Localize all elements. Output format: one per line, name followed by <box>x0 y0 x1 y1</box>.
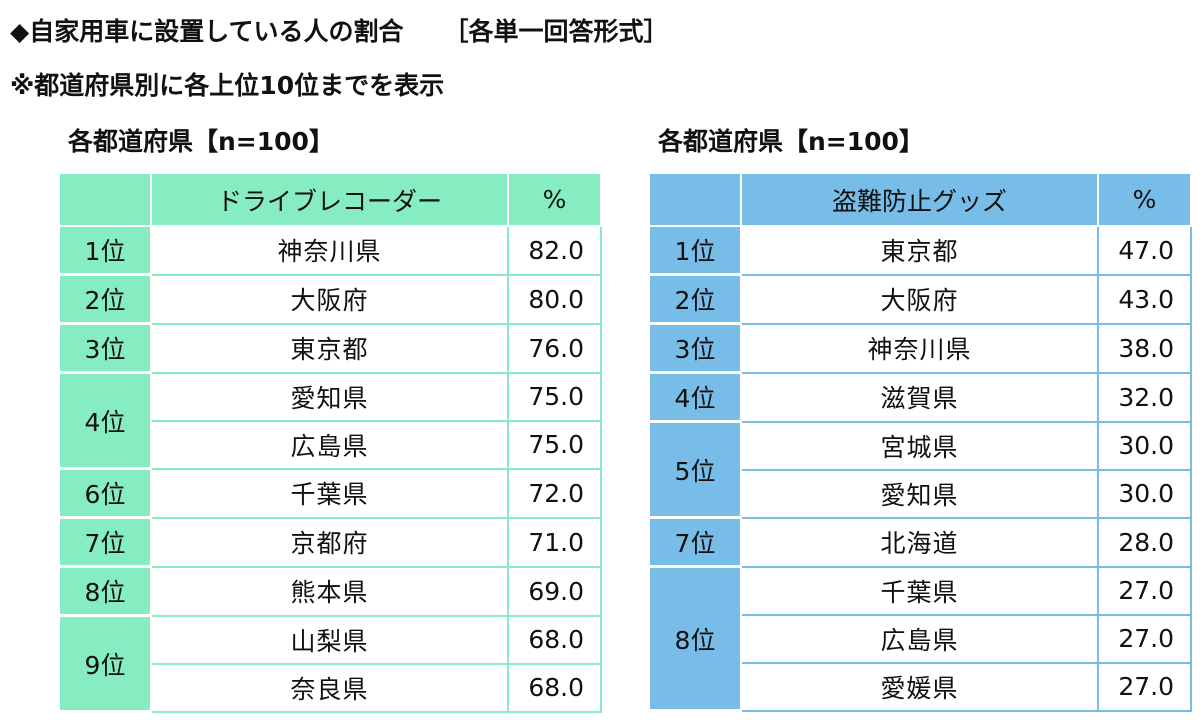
prefecture-cell: 広島県 <box>150 419 509 470</box>
table-row: 愛媛県 27.0 <box>649 661 1192 712</box>
percent-cell: 80.0 <box>507 273 602 325</box>
prefecture-cell: 山梨県 <box>150 614 509 665</box>
prefecture-cell: 愛媛県 <box>740 661 1099 712</box>
rank-cell: 3位 <box>648 322 742 374</box>
prefecture-cell: 広島県 <box>740 613 1099 664</box>
rank-cell: 2位 <box>58 273 152 325</box>
table-header-row: 盗難防止グッズ % <box>648 172 1192 227</box>
percent-cell: 43.0 <box>1097 273 1192 325</box>
table-row: 2位 大阪府 43.0 <box>648 273 1192 325</box>
percent-cell: 27.0 <box>1097 613 1192 664</box>
table-row: 9位 山梨県 68.0 <box>58 614 602 713</box>
rank-cell: 2位 <box>648 273 742 325</box>
rank-header <box>58 172 152 227</box>
table-row: 1位 神奈川県 82.0 <box>58 225 602 276</box>
rank-cell: 1位 <box>648 225 742 276</box>
rank-cell: 7位 <box>648 516 742 568</box>
rank-cell: 8位 <box>648 565 742 712</box>
percent-cell: 68.0 <box>507 662 602 713</box>
table-row: 奈良県 68.0 <box>59 662 602 713</box>
title-text: ◆自家用車に設置している人の割合 <box>10 17 404 46</box>
percent-cell: 38.0 <box>1097 322 1192 374</box>
prefecture-cell: 京都府 <box>150 516 509 568</box>
prefecture-cell: 東京都 <box>740 225 1099 276</box>
rank-cell: 1位 <box>58 225 152 276</box>
rank-cell: 9位 <box>58 614 152 713</box>
table-row: 4位 愛知県 75.0 <box>58 371 602 470</box>
prefecture-cell: 東京都 <box>150 322 509 374</box>
table-row: 5位 宮城県 30.0 <box>648 420 1192 519</box>
percent-cell: 28.0 <box>1097 516 1192 568</box>
percent-cell: 32.0 <box>1097 371 1192 423</box>
table-row: 広島県 27.0 <box>649 613 1192 664</box>
table-row: 1位 東京都 47.0 <box>648 225 1192 276</box>
rank-cell: 6位 <box>58 467 152 519</box>
pct-header: % <box>1097 172 1192 227</box>
percent-cell: 27.0 <box>1097 661 1192 712</box>
answer-format: ［各単一回答形式］ <box>443 17 669 46</box>
rank-cell: 4位 <box>648 371 742 423</box>
rank-header <box>648 172 742 227</box>
rank-cell: 4位 <box>58 371 152 470</box>
right-subtitle: 各都道府県【n=100】 <box>658 127 924 156</box>
prefecture-cell: 滋賀県 <box>740 371 1099 423</box>
table-row: 3位 東京都 76.0 <box>58 322 602 374</box>
prefecture-cell: 宮城県 <box>740 420 1099 471</box>
left-subtitle: 各都道府県【n=100】 <box>68 127 334 156</box>
display-note: ※都道府県別に各上位10位までを表示 <box>10 71 445 100</box>
percent-cell: 30.0 <box>1097 420 1192 471</box>
table-header-row: ドライブレコーダー % <box>58 172 602 227</box>
prefecture-cell: 神奈川県 <box>740 322 1099 374</box>
rank-cell: 7位 <box>58 516 152 568</box>
table-row: 7位 京都府 71.0 <box>58 516 602 568</box>
percent-cell: 82.0 <box>507 225 602 276</box>
item-header: ドライブレコーダー <box>150 172 509 227</box>
percent-cell: 68.0 <box>507 614 602 665</box>
table-row: 3位 神奈川県 38.0 <box>648 322 1192 374</box>
table-row: 2位 大阪府 80.0 <box>58 273 602 325</box>
table-row: 広島県 75.0 <box>59 419 602 470</box>
prefecture-cell: 熊本県 <box>150 565 509 617</box>
table-row: 8位 千葉県 27.0 <box>648 565 1192 712</box>
percent-cell: 75.0 <box>507 371 602 422</box>
percent-cell: 27.0 <box>1097 565 1192 616</box>
table-row: 愛知県 30.0 <box>649 468 1192 519</box>
rank-cell: 5位 <box>648 420 742 519</box>
percent-cell: 72.0 <box>507 467 602 519</box>
percent-cell: 71.0 <box>507 516 602 568</box>
prefecture-cell: 千葉県 <box>740 565 1099 616</box>
prefecture-cell: 愛知県 <box>150 371 509 422</box>
prefecture-cell: 大阪府 <box>150 273 509 325</box>
percent-cell: 69.0 <box>507 565 602 617</box>
item-header: 盗難防止グッズ <box>740 172 1099 227</box>
prefecture-cell: 奈良県 <box>150 662 509 713</box>
percent-cell: 76.0 <box>507 322 602 374</box>
table-row: 8位 熊本県 69.0 <box>58 565 602 617</box>
percent-cell: 30.0 <box>1097 468 1192 519</box>
percent-cell: 75.0 <box>507 419 602 470</box>
table-row: 7位 北海道 28.0 <box>648 516 1192 568</box>
pct-header: % <box>507 172 602 227</box>
drive-recorder-ranking-table: ドライブレコーダー % 1位 神奈川県 82.0 2位 大阪府 80.0 3位 東京都 76.0… <box>58 172 602 713</box>
table-row: 4位 滋賀県 32.0 <box>648 371 1192 423</box>
anti-theft-ranking-table: 盗難防止グッズ % 1位 東京都 47.0 2位 大阪府 43.0 3位 神奈川県 38.0 4位… <box>648 172 1192 712</box>
rank-cell: 8位 <box>58 565 152 617</box>
prefecture-cell: 大阪府 <box>740 273 1099 325</box>
percent-cell: 47.0 <box>1097 225 1192 276</box>
prefecture-cell: 愛知県 <box>740 468 1099 519</box>
prefecture-cell: 北海道 <box>740 516 1099 568</box>
prefecture-cell: 神奈川県 <box>150 225 509 276</box>
page-title: ◆自家用車に設置している人の割合 ［各単一回答形式］ <box>10 12 669 48</box>
prefecture-cell: 千葉県 <box>150 467 509 519</box>
rank-cell: 3位 <box>58 322 152 374</box>
table-row: 6位 千葉県 72.0 <box>58 467 602 519</box>
table-body: 1位 神奈川県 82.0 2位 大阪府 80.0 3位 東京都 76.0 4位 愛知県 75.0 広島県… <box>58 225 602 713</box>
table-body: 1位 東京都 47.0 2位 大阪府 43.0 3位 神奈川県 38.0 4位 滋賀県 32.0 5位宮… <box>648 225 1192 712</box>
